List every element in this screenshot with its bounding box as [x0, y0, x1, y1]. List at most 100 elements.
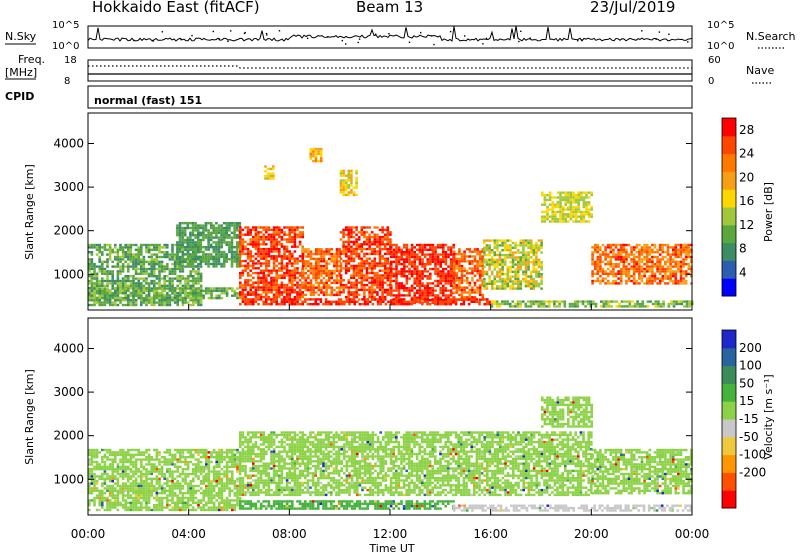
velocity-echo-region-0	[88, 448, 242, 512]
power-colorbar-swatch	[722, 189, 736, 208]
velocity-colorbar-swatch	[722, 401, 736, 420]
velocity-colorbar-swatch	[722, 490, 736, 509]
power-y-label: Slant Range [km]	[23, 164, 36, 260]
cpid-value: normal (fast) 151	[94, 94, 202, 107]
nave-tick-bottom: 0	[708, 76, 714, 87]
nsearch-label: N.Search	[746, 30, 796, 43]
velocity-colorbar-swatch	[722, 383, 736, 402]
velocity-colorbar-tick: -50	[739, 430, 759, 444]
power-echo-region-12	[541, 191, 593, 223]
freq-tick-top: 18	[64, 55, 77, 66]
power-echo-region-9	[239, 298, 492, 306]
time-tick-label: 12:00	[373, 527, 408, 541]
power-echo-region-11	[591, 243, 693, 285]
power-colorbar-swatch	[722, 224, 736, 244]
nsky-panel: N.Sky 10^5 10^0 10^5 10^0 N.Search	[5, 20, 796, 52]
power-echo-region-10	[490, 300, 694, 308]
date-label: 23/Jul/2019	[590, 0, 675, 16]
velocity-echo-region-4	[452, 504, 693, 512]
velocity-panel: 1000 2000 3000 4000 Slant Range [km] 200 100…	[23, 317, 775, 516]
power-heatmap	[88, 147, 694, 308]
power-colorbar: 4 8 12 16 20 24 28	[721, 117, 754, 297]
nsky-trace	[87, 25, 693, 46]
time-tick-label: 08:00	[272, 527, 307, 541]
velocity-y-tick-label: 4000	[53, 342, 84, 356]
velocity-echo-region-2	[591, 448, 693, 495]
power-x-ticks	[87, 304, 693, 310]
time-tick-label: 00:00	[71, 527, 106, 541]
nave-tick-top: 60	[708, 55, 721, 66]
velocity-colorbar-swatch	[722, 436, 736, 456]
power-echo-region-3	[239, 226, 304, 301]
power-echo-region-1	[176, 222, 242, 268]
velocity-colorbar-swatch	[722, 365, 736, 384]
velocity-echo-region-3	[239, 500, 455, 510]
velocity-heatmap	[88, 396, 693, 512]
power-colorbar-swatch	[722, 242, 736, 261]
velocity-x-ticks	[87, 509, 693, 515]
velocity-y-tick-label: 1000	[53, 472, 84, 486]
velocity-colorbar-tick: -15	[739, 412, 759, 426]
velocity-colorbar-swatch	[722, 454, 736, 473]
power-colorbar-swatch	[722, 153, 736, 172]
power-colorbar-tick: 20	[739, 170, 754, 184]
velocity-colorbar-tick: -200	[739, 465, 766, 479]
velocity-echo-region-5	[541, 396, 593, 428]
velocity-colorbar-tick: 50	[739, 376, 754, 390]
velocity-y-label: Slant Range [km]	[23, 369, 36, 465]
power-colorbar-label: Power [dB]	[762, 182, 775, 242]
beam-label: Beam 13	[356, 0, 423, 16]
nave-trace	[88, 65, 692, 69]
nsearch-tick-top: 10^5	[707, 20, 734, 31]
power-echo-region-14	[264, 165, 275, 180]
power-colorbar-tick: 16	[739, 194, 754, 208]
x-axis-label: Time UT	[368, 542, 414, 554]
time-tick-label: 20:00	[574, 527, 609, 541]
power-colorbar-tick: 4	[739, 265, 747, 279]
power-colorbar-swatch	[722, 171, 736, 190]
power-y-tick-label: 3000	[53, 180, 84, 194]
velocity-colorbar-tick: 200	[739, 341, 762, 355]
power-y-tick-label: 2000	[53, 224, 84, 238]
freq-panel: Freq. [MHz] 18 8 60 0 Nave	[5, 53, 774, 87]
power-echo-region-13	[309, 147, 323, 163]
time-tick-label: 16:00	[473, 527, 508, 541]
velocity-y-tick-label: 3000	[53, 385, 84, 399]
power-echo-region-7	[452, 248, 485, 301]
power-colorbar-swatch	[722, 118, 736, 137]
velocity-echo-region-1	[239, 431, 593, 497]
freq-label: Freq.	[18, 53, 45, 66]
power-colorbar-tick: 12	[739, 218, 754, 232]
power-echo-region-2	[88, 287, 242, 300]
velocity-colorbar: 200 100 50 15 -15 -50 -100 -200	[721, 329, 766, 509]
power-colorbar-swatch	[722, 135, 736, 155]
power-y-axis: 1000 2000 3000 4000	[53, 137, 692, 281]
power-echo-region-5	[339, 226, 392, 301]
velocity-colorbar-label: Velocity [m s⁻¹]	[762, 374, 775, 459]
velocity-y-axis: 1000 2000 3000 4000	[53, 342, 692, 486]
velocity-y-tick-label: 2000	[53, 429, 84, 443]
power-colorbar-swatch	[722, 278, 736, 297]
power-echo-region-4	[301, 248, 341, 297]
velocity-colorbar-swatch	[722, 347, 736, 367]
nsky-tick-bottom: 10^0	[52, 41, 79, 52]
power-y-tick-label: 1000	[53, 267, 84, 281]
time-tick-label: 04:00	[171, 527, 206, 541]
velocity-colorbar-swatch	[722, 419, 736, 438]
cpid-panel: CPID normal (fast) 151	[5, 85, 693, 109]
power-colorbar-swatch	[722, 207, 736, 226]
velocity-colorbar-tick: 15	[739, 394, 754, 408]
power-colorbar-tick: 24	[739, 147, 754, 161]
nave-label: Nave	[746, 64, 774, 77]
velocity-colorbar-tick: 100	[739, 359, 762, 373]
time-tick-label: 00:00	[675, 527, 710, 541]
freq-tick-bottom: 8	[64, 76, 70, 87]
power-colorbar-tick: 8	[739, 242, 747, 256]
figure-title: Hokkaido East (fitACF)	[92, 0, 260, 16]
power-echo-region-8	[483, 239, 543, 290]
velocity-colorbar-swatch	[722, 330, 736, 349]
cpid-label: CPID	[5, 90, 34, 103]
power-panel: 1000 2000 3000 4000 Slant Range [km] 4 8 12 16…	[23, 112, 775, 311]
nsky-tick-top: 10^5	[52, 20, 79, 31]
